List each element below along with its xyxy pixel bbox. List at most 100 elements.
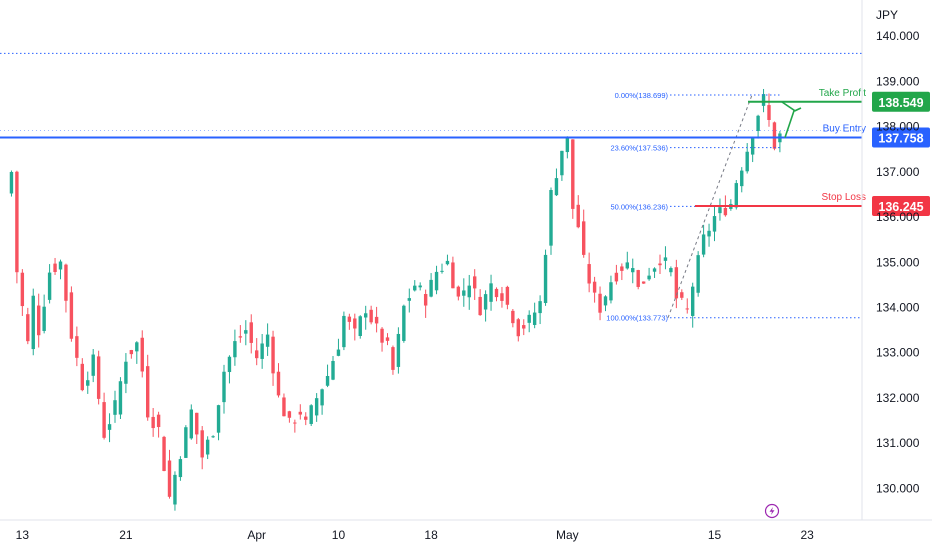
candle-body	[756, 115, 760, 131]
candle-body	[314, 398, 319, 416]
candle-body	[413, 285, 417, 291]
price-tick-label: 138.000	[876, 120, 920, 134]
candle-body	[582, 221, 586, 255]
candle-body	[385, 337, 390, 341]
candle-body	[554, 178, 559, 196]
candle-body	[244, 330, 248, 334]
candle-body	[500, 293, 504, 301]
candle-body	[129, 349, 134, 355]
candle-body	[20, 272, 25, 307]
candle-body	[113, 400, 117, 415]
candle-body	[80, 363, 84, 391]
candle-body	[663, 257, 668, 261]
candle-body	[636, 270, 640, 287]
candle-body	[489, 283, 493, 302]
time-tick-label: May	[556, 528, 579, 542]
candle-body	[293, 422, 297, 424]
candle-body	[718, 207, 722, 214]
price-tick-label: 133.000	[876, 346, 920, 360]
candle-body	[396, 333, 401, 367]
time-tick-label: 15	[708, 528, 722, 542]
candle-body	[494, 288, 499, 298]
candle-body	[64, 264, 68, 301]
candle-body	[265, 334, 270, 347]
candle-body	[527, 314, 531, 323]
candle-body	[156, 414, 161, 428]
candle-body	[124, 361, 128, 384]
candle-body	[53, 263, 57, 272]
candle-body	[189, 409, 193, 439]
candle-body	[304, 416, 308, 420]
candle-body	[75, 336, 79, 358]
candle-body	[325, 375, 330, 386]
price-axis[interactable]: 140.000 139.000 138.000 137.000 136.000 135.0…	[876, 29, 920, 495]
time-tick-label: 10	[332, 528, 346, 542]
candle-body	[195, 412, 199, 435]
candle-body	[462, 290, 466, 296]
fib-level-label: 100.00%(133.773)	[606, 314, 668, 323]
candle-body	[86, 380, 90, 386]
time-tick-label: 18	[424, 528, 438, 542]
stop-loss-badge-text: 136.245	[878, 200, 923, 214]
candle-body	[592, 281, 597, 293]
candlestick-series	[9, 88, 782, 511]
candle-body	[423, 293, 428, 306]
candle-body	[26, 314, 30, 342]
price-tick-label: 139.000	[876, 74, 920, 88]
candle-body	[135, 342, 139, 352]
candle-body	[184, 427, 188, 458]
candle-body	[37, 305, 41, 336]
fib-level-label: 0.00%(138.699)	[615, 91, 669, 100]
candle-body	[701, 234, 706, 255]
candle-body	[287, 411, 292, 418]
fib-level-label: 23.60%(137.536)	[610, 144, 668, 153]
candle-body	[641, 281, 646, 284]
candle-body	[238, 336, 243, 338]
candle-body	[331, 360, 335, 380]
candle-body	[625, 262, 629, 269]
target-arrow	[784, 110, 795, 138]
candle-body	[652, 268, 657, 272]
candle-body	[429, 279, 433, 297]
candle-body	[680, 292, 684, 298]
candle-body	[565, 136, 570, 153]
candle-body	[445, 260, 450, 265]
candle-body	[516, 319, 520, 337]
candle-body	[222, 371, 226, 403]
stop-loss-label: Stop Loss	[822, 192, 866, 203]
candle-body	[456, 286, 461, 297]
candle-body	[205, 439, 210, 455]
buy-entry-badge	[872, 127, 930, 148]
price-tick-label: 134.000	[876, 300, 920, 314]
candle-body	[178, 459, 183, 478]
candle-body	[162, 436, 166, 471]
lightning-icon[interactable]	[764, 503, 780, 519]
candle-body	[358, 316, 362, 336]
candle-body	[767, 105, 771, 120]
candle-body	[483, 294, 488, 310]
time-tick-label: 13	[16, 528, 30, 542]
candle-body	[631, 268, 635, 273]
stop-loss-badge	[872, 195, 930, 216]
candle-body	[91, 354, 95, 376]
candle-body	[647, 275, 651, 280]
candle-body	[549, 190, 553, 246]
candle-body	[543, 254, 548, 304]
candle-body	[364, 313, 368, 318]
candle-body	[614, 272, 619, 282]
candle-body	[151, 416, 155, 429]
candle-body	[440, 270, 444, 272]
buy-entry-badge-text: 137.758	[878, 132, 923, 146]
candle-body	[31, 295, 35, 350]
candle-body	[532, 312, 537, 325]
price-tick-label: 136.000	[876, 210, 920, 224]
candle-body	[772, 122, 777, 149]
candle-body	[418, 285, 422, 288]
take-profit-badge	[872, 91, 930, 112]
time-axis[interactable]: 13 21 Apr 10 18 May 15 23	[16, 528, 814, 542]
candle-body	[15, 171, 19, 273]
candle-body	[276, 371, 281, 396]
candle-body	[9, 171, 14, 194]
candle-body	[146, 366, 150, 418]
